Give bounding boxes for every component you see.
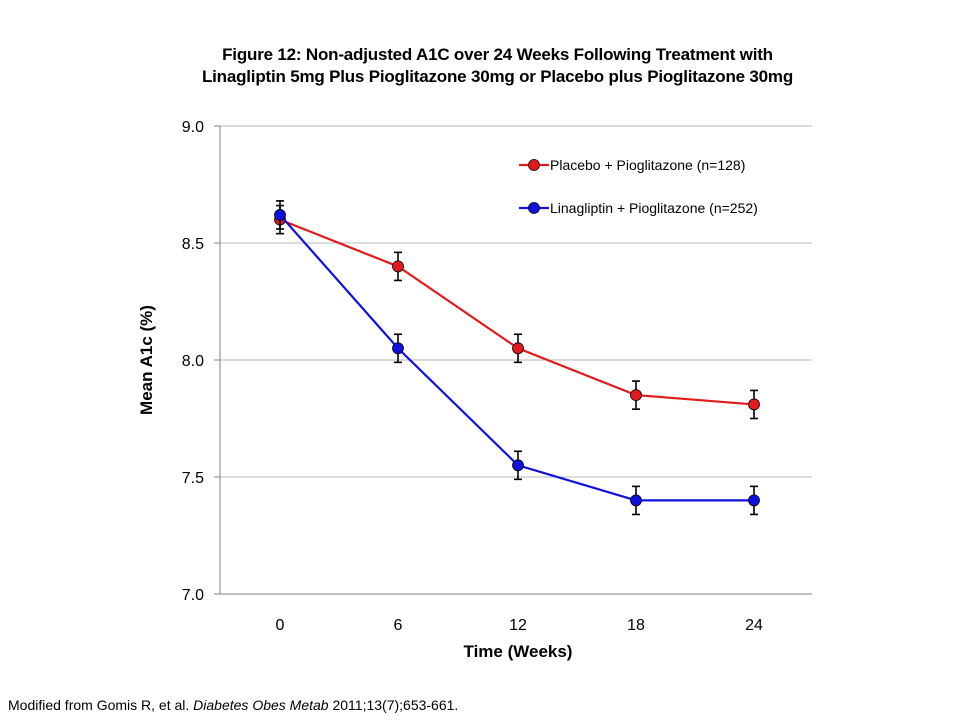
data-point bbox=[512, 459, 524, 472]
legend-label: Placebo + Pioglitazone (n=128) bbox=[550, 157, 745, 173]
data-point bbox=[392, 260, 404, 273]
y-tick-label: 9.0 bbox=[182, 119, 204, 136]
y-tick-label: 7.0 bbox=[182, 587, 204, 604]
citation-suffix: 2011;13(7);653-661. bbox=[328, 697, 459, 713]
y-tick-labels: 7.0 7.5 8.0 8.5 9.0 bbox=[182, 119, 204, 604]
data-point bbox=[512, 342, 524, 355]
x-tick-label: 0 bbox=[276, 617, 285, 634]
citation-prefix: Modified from Gomis R, et al. bbox=[8, 697, 194, 713]
y-tick-label: 8.0 bbox=[182, 353, 204, 370]
series-line bbox=[279, 214, 754, 502]
data-point bbox=[274, 209, 286, 221]
data-point bbox=[748, 494, 760, 507]
x-axis-label: Time (Weeks) bbox=[464, 642, 573, 661]
y-tick-label: 7.5 bbox=[182, 470, 204, 487]
data-point bbox=[392, 342, 404, 355]
gridlines bbox=[220, 125, 812, 478]
series bbox=[274, 200, 760, 516]
x-tick-label: 6 bbox=[394, 617, 403, 634]
y-tick-label: 8.5 bbox=[182, 236, 204, 253]
chart-title: Figure 12: Non-adjusted A1C over 24 Week… bbox=[0, 44, 960, 88]
legend: Placebo + Pioglitazone (n=128) Linaglipti… bbox=[519, 157, 758, 216]
x-tick-label: 24 bbox=[745, 617, 763, 634]
x-tick-labels: 0 6 12 18 24 bbox=[276, 617, 763, 634]
axes bbox=[214, 125, 812, 595]
series-line bbox=[279, 218, 755, 406]
legend-marker bbox=[528, 159, 540, 171]
data-point bbox=[630, 389, 642, 402]
x-tick-label: 12 bbox=[509, 617, 527, 634]
data-point bbox=[748, 398, 760, 411]
citation: Modified from Gomis R, et al. Diabetes O… bbox=[8, 697, 458, 713]
chart-title-line-2: Linagliptin 5mg Plus Pioglitazone 30mg o… bbox=[201, 67, 794, 86]
data-point bbox=[630, 494, 642, 507]
citation-journal: Diabetes Obes Metab bbox=[193, 697, 329, 713]
legend-label: Linagliptin + Pioglitazone (n=252) bbox=[550, 200, 758, 216]
series-0 bbox=[274, 204, 760, 420]
x-tick-label: 18 bbox=[627, 617, 645, 634]
series-1 bbox=[274, 200, 760, 516]
y-axis-label: Mean A1c (%) bbox=[137, 305, 156, 415]
legend-marker bbox=[528, 202, 540, 214]
chart-title-line-1: Figure 12: Non-adjusted A1C over 24 Week… bbox=[222, 45, 773, 64]
